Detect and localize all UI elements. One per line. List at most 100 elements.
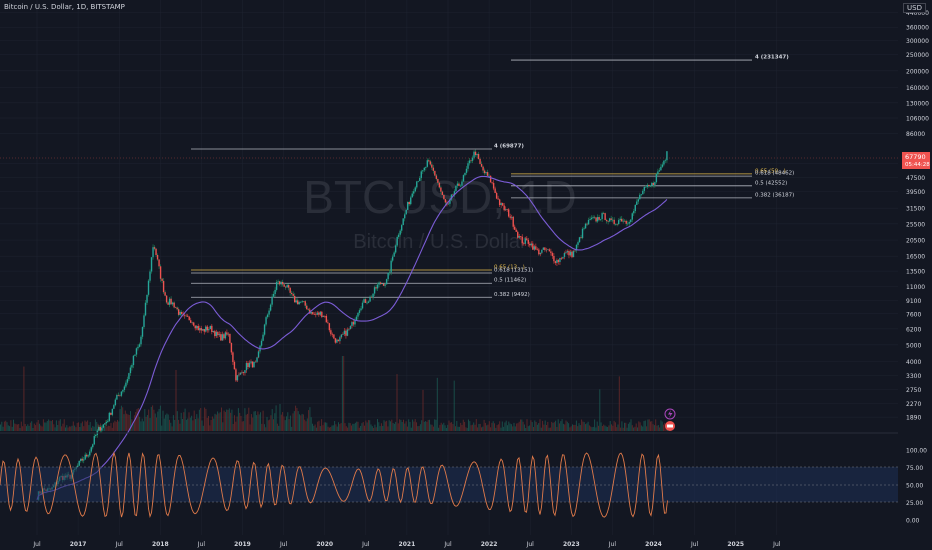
candle-body (590, 217, 593, 220)
volume-bar (300, 415, 302, 431)
candle-body (373, 287, 376, 294)
candle-body (372, 293, 374, 298)
candle-body (132, 355, 135, 366)
volume-bar (202, 425, 204, 431)
volume-bar (245, 414, 247, 431)
time-axis[interactable]: Jul 2017 Jul 2018 Jul 2019 Jul 2020 Jul 2021 Jul 20… (32, 541, 780, 548)
volume-bar (648, 419, 650, 431)
candle-body (188, 316, 190, 321)
volume-bar (273, 419, 274, 431)
volume-bar (444, 425, 446, 431)
candle-body (455, 185, 457, 192)
candle-body (384, 284, 386, 286)
volume-bar (378, 422, 380, 431)
volume-bar (26, 426, 27, 431)
volume-bar (252, 417, 254, 431)
volume-bar (521, 419, 523, 431)
candle-body (196, 325, 198, 329)
candle-body (434, 170, 436, 176)
volume-bar (455, 426, 456, 431)
volume-bar (163, 418, 165, 431)
volume-bar (586, 423, 588, 431)
candle-body (497, 198, 499, 200)
volume-bar (235, 421, 237, 431)
candle-body (238, 374, 240, 376)
volume-bar (353, 423, 355, 431)
time-tick-label: 2017 (70, 541, 87, 548)
candle-body (223, 334, 225, 339)
candle-body (226, 332, 228, 335)
price-axis[interactable]: 440000 360000 300000 250000 200000 160000 1300… (906, 10, 929, 422)
volume-bar (84, 420, 86, 431)
fib-lines[interactable]: 4 (69877) 0.65 (50…)0.618 (48462) 0.5 (425… (191, 55, 794, 298)
lightning-icon[interactable] (664, 408, 676, 420)
candle-body (642, 190, 644, 195)
candle-body (146, 294, 148, 303)
oscillator-tick-label: 75.00 (906, 465, 923, 472)
volume-bar (530, 420, 532, 431)
volume-bar (104, 426, 105, 431)
volume-bar (466, 427, 468, 431)
candle-body (274, 289, 276, 294)
candle-body (399, 230, 401, 235)
volume-bar (418, 426, 420, 431)
candle-body (657, 171, 659, 175)
volume-bar (208, 415, 209, 431)
volume-bar (282, 412, 284, 431)
currency-label[interactable]: USD (903, 3, 926, 13)
volume-bar (626, 427, 628, 431)
candle-body (209, 325, 212, 330)
volume-bar (137, 408, 139, 431)
volume-bar (564, 424, 566, 431)
volume-bar (436, 377, 438, 431)
volume-bar (128, 415, 130, 431)
volume-bar (179, 423, 181, 431)
volume-bar (383, 420, 385, 431)
volume-bar (349, 423, 351, 431)
volume-bar (158, 409, 160, 431)
volume-bar (371, 426, 373, 431)
candle-body (575, 244, 578, 251)
candle-body (627, 223, 629, 225)
volume-bar (509, 423, 511, 431)
volume-bar (362, 422, 364, 431)
oscillator-axis[interactable]: 100.00 75.00 50.00 25.00 0.00 (906, 448, 927, 525)
candle-body (164, 292, 166, 296)
volume-bar (136, 409, 138, 431)
volume-bar (127, 414, 129, 431)
candle-body (351, 322, 353, 327)
volume-bar (574, 424, 576, 431)
candle-body (485, 172, 487, 174)
volume-bar (596, 421, 598, 431)
volume-bar (70, 426, 72, 431)
volume-bar (481, 427, 482, 431)
volume-bar (130, 411, 131, 431)
candle-body (375, 287, 377, 289)
candle-body (495, 192, 498, 199)
event-icon[interactable] (665, 421, 675, 431)
volume-bar (358, 427, 360, 431)
candle-body (506, 209, 508, 210)
volume-bar (55, 420, 57, 431)
volume-bar (328, 427, 330, 431)
candle-body (289, 287, 291, 293)
volume-bar (301, 413, 303, 431)
volume-bar (653, 425, 655, 431)
volume-bar (234, 415, 235, 431)
volume-bar (123, 414, 125, 431)
candle-body (283, 284, 285, 287)
fib-level-label: 0.65 (50…) (755, 168, 786, 174)
volume-bar (178, 419, 180, 431)
volume-bar (75, 427, 77, 431)
volume-bar (490, 427, 492, 431)
volume-bar (612, 425, 614, 431)
volume-bar (339, 424, 341, 431)
volume-bar (325, 422, 326, 431)
volume-bar (201, 420, 203, 431)
volume-bar (491, 422, 493, 431)
candle-body (89, 451, 91, 456)
volume-bar (227, 409, 229, 431)
candle-body (93, 436, 95, 445)
candle-body (230, 342, 233, 353)
